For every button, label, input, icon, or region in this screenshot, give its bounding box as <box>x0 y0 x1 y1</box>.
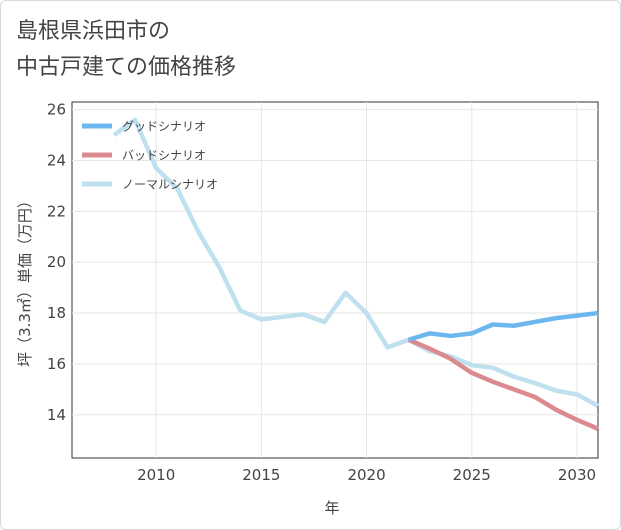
plot-area <box>71 101 599 459</box>
x-tick-label: 2010 <box>137 466 175 484</box>
legend-label: ノーマルシナリオ <box>122 178 218 192</box>
y-axis-title: 坪（3.3㎡）単価（万円） <box>16 193 34 367</box>
y-tick-label: 20 <box>47 253 66 271</box>
x-axis: 2010 2015 2020 2025 2030 <box>137 466 596 484</box>
series-line-normal <box>112 117 600 408</box>
y-tick-label: 18 <box>47 304 66 322</box>
legend-label: バッドシナリオ <box>122 149 206 163</box>
legend-label: グッドシナリオ <box>122 120 206 134</box>
x-tick-label: 2015 <box>242 466 280 484</box>
chart-title: 島根県浜田市の 中古戸建ての価格推移 <box>16 14 416 86</box>
x-tick-label: 2020 <box>347 466 385 484</box>
y-tick-label: 22 <box>47 202 66 220</box>
y-axis: 14 16 18 20 22 24 26 <box>47 101 66 424</box>
series-line-bad <box>407 337 599 431</box>
series-layer <box>112 117 600 431</box>
x-tick-label: 2030 <box>558 466 596 484</box>
y-tick-label: 16 <box>47 355 66 373</box>
series-line-good <box>407 310 599 342</box>
x-tick-label: 2025 <box>453 466 491 484</box>
chart-title-line-2: 中古戸建ての価格推移 <box>16 55 237 80</box>
y-tick-label: 26 <box>47 101 66 119</box>
y-tick-label: 24 <box>47 151 66 169</box>
x-axis-title: 年 <box>324 499 339 517</box>
gridlines <box>72 102 598 458</box>
y-tick-label: 14 <box>47 406 66 424</box>
chart-title-line-1: 島根県浜田市の <box>16 19 171 44</box>
